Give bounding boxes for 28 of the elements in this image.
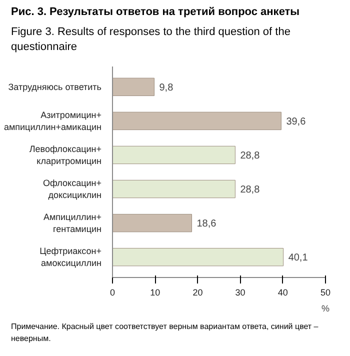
x-tick-label: 10 xyxy=(150,288,160,298)
y-tick-label: Затрудняюсь ответить xyxy=(8,82,102,92)
data-label: 40,1 xyxy=(288,252,308,264)
y-tick-label: Ампициллин+ гентамицин xyxy=(43,212,102,234)
y-tick-label: Офлоксацин+ доксициклин xyxy=(42,178,102,200)
chart-title: Рис. 3. Результаты ответов на третий вопрос анкеты xyxy=(10,5,301,20)
x-tick-label: 30 xyxy=(235,288,246,298)
x-axis-title: % xyxy=(322,304,330,314)
y-tick-label: Цефтриаксон+ амоксициллин xyxy=(40,246,102,268)
data-label: 28,8 xyxy=(240,150,260,162)
data-label: 18,6 xyxy=(196,218,217,230)
bar xyxy=(112,112,282,130)
bar xyxy=(112,214,192,232)
x-tick-label: 40 xyxy=(278,288,288,298)
y-tick-label: Левофлоксацин+ кларитромицин xyxy=(29,144,102,166)
bar xyxy=(112,248,284,266)
data-label: 39,6 xyxy=(286,116,306,128)
bar xyxy=(112,78,154,96)
data-label: 28,8 xyxy=(240,184,260,196)
chart-subtitle: Figure 3. Results of responses to the third question of the questionnaire xyxy=(10,24,292,56)
data-label: 9,8 xyxy=(159,82,174,94)
x-tick-label: 50 xyxy=(320,288,331,298)
bar xyxy=(112,180,236,198)
bar xyxy=(112,146,236,164)
x-tick-label: 0 xyxy=(110,288,116,298)
text: Примечание. Красный цвет соответствует верным вариантам ответа, синий цвет – неверным. xyxy=(10,321,320,344)
x-tick-label: 20 xyxy=(192,288,203,298)
y-tick-label: Азитромицин+ ампициллин+амикацин xyxy=(4,110,102,132)
